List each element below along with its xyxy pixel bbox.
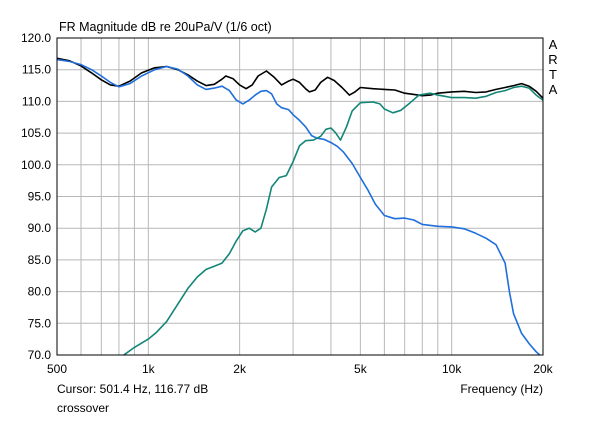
x-axis-label: Frequency (Hz) xyxy=(460,382,543,396)
grid xyxy=(56,37,544,356)
series-layer xyxy=(56,57,544,356)
y-tick-label: 75.0 xyxy=(28,316,52,330)
y-tick-label: 90.0 xyxy=(28,221,52,235)
series-line-1 xyxy=(56,57,544,99)
y-tick-label: 115.0 xyxy=(22,63,51,77)
x-tick-label: 500 xyxy=(47,362,67,376)
x-tick-label: 5k xyxy=(354,362,368,376)
x-tick-label: 20k xyxy=(533,362,553,376)
x-tick-label: 1k xyxy=(142,362,156,376)
y-tick-label: 110.0 xyxy=(22,94,51,108)
chart-title: FR Magnitude dB re 20uPa/V (1/6 oct) xyxy=(59,20,272,34)
side-label-letter: A xyxy=(549,37,558,52)
y-tick-label: 120.0 xyxy=(21,31,51,45)
y-tick-label: 105.0 xyxy=(21,126,51,140)
side-label-letter: A xyxy=(549,82,558,97)
y-tick-label: 85.0 xyxy=(28,253,52,267)
chart-caption: crossover xyxy=(57,401,109,415)
plot-frame xyxy=(56,37,544,356)
series-line-3 xyxy=(123,85,544,356)
series-line-2 xyxy=(56,58,541,356)
y-tick-label: 80.0 xyxy=(28,285,52,299)
x-tick-label: 10k xyxy=(442,362,462,376)
side-label-letter: R xyxy=(548,52,557,67)
y-tick-label: 95.0 xyxy=(28,190,52,204)
side-label-letter: T xyxy=(549,67,557,82)
cursor-readout: Cursor: 501.4 Hz, 116.77 dB xyxy=(57,382,208,396)
x-tick-labels: 500 1k 2k 5k 10k 20k xyxy=(47,362,554,376)
y-tick-label: 100.0 xyxy=(21,158,51,172)
y-tick-label: 70.0 xyxy=(28,348,52,362)
y-tick-labels: 70.0 75.0 80.0 85.0 90.0 95.0 100.0 105.0 110.0 1… xyxy=(21,31,51,362)
x-tick-label: 2k xyxy=(233,362,247,376)
